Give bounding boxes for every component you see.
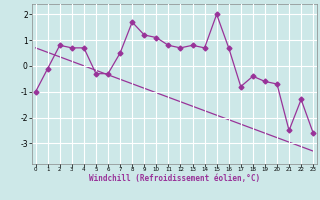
X-axis label: Windchill (Refroidissement éolien,°C): Windchill (Refroidissement éolien,°C): [89, 174, 260, 183]
